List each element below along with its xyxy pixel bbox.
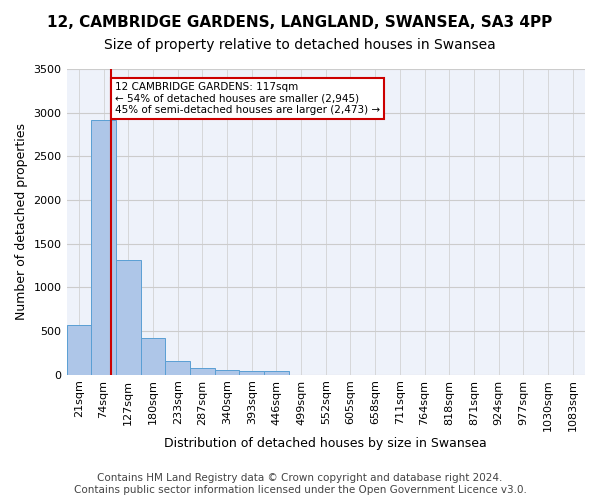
- Text: 12 CAMBRIDGE GARDENS: 117sqm
← 54% of detached houses are smaller (2,945)
45% of: 12 CAMBRIDGE GARDENS: 117sqm ← 54% of de…: [115, 82, 380, 116]
- Bar: [116, 260, 140, 374]
- Text: Size of property relative to detached houses in Swansea: Size of property relative to detached ho…: [104, 38, 496, 52]
- Bar: [239, 371, 264, 374]
- Bar: [215, 370, 239, 374]
- Text: 12, CAMBRIDGE GARDENS, LANGLAND, SWANSEA, SA3 4PP: 12, CAMBRIDGE GARDENS, LANGLAND, SWANSEA…: [47, 15, 553, 30]
- Bar: [67, 325, 91, 374]
- X-axis label: Distribution of detached houses by size in Swansea: Distribution of detached houses by size …: [164, 437, 487, 450]
- Text: Contains HM Land Registry data © Crown copyright and database right 2024.
Contai: Contains HM Land Registry data © Crown c…: [74, 474, 526, 495]
- Bar: [140, 338, 165, 374]
- Bar: [264, 371, 289, 374]
- Bar: [165, 361, 190, 374]
- Bar: [91, 120, 116, 374]
- Bar: [190, 368, 215, 374]
- Y-axis label: Number of detached properties: Number of detached properties: [15, 124, 28, 320]
